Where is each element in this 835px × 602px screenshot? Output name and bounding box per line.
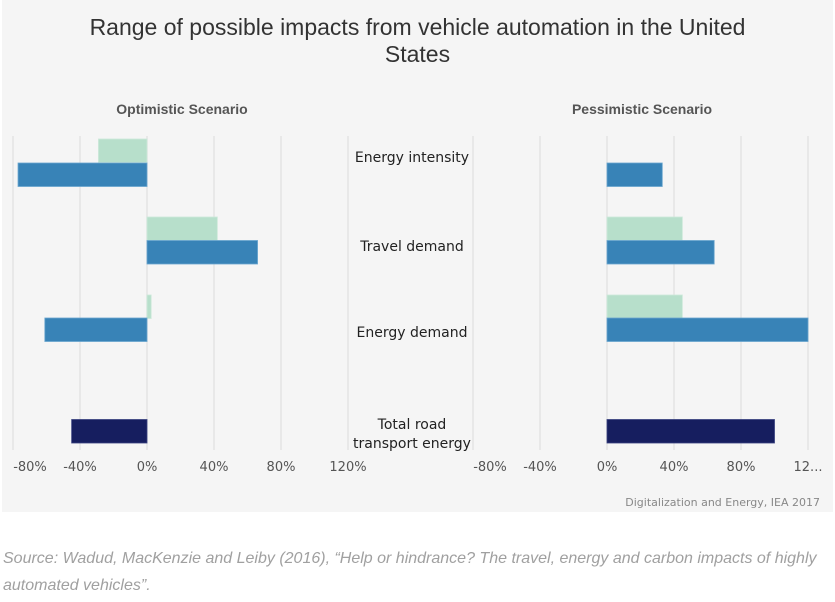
x-tick-label: -80% [13,460,47,475]
chart-credit: Digitalization and Energy, IEA 2017 [625,496,820,509]
chart-title: Range of possible impacts from vehicle a… [0,14,835,68]
category-label: Energy demand [357,325,468,341]
x-tick-label: 40% [660,460,689,475]
x-tick-label: 12... [794,460,823,475]
bar-light [606,294,683,319]
bar-total [606,419,775,444]
bar-light [146,294,152,319]
chart-title-text: Range of possible impacts from vehicle a… [89,14,746,67]
panel-title-optimistic: Optimistic Scenario [116,101,248,117]
chart-plot: -80% -40% 0% 40% 80% 120% -80% -40% 0% 40% 80% 12..… [12,136,823,475]
bar-light [146,216,218,241]
bar-dark [44,317,148,342]
x-tick-label: 0% [597,460,618,475]
x-tick-label: 80% [267,460,296,475]
x-tick-label: -80% [473,460,507,475]
category-label: Total road [377,417,447,433]
bar-dark [146,240,258,265]
bar-dark [606,317,809,342]
bar-dark [17,162,148,187]
bar-dark [606,162,663,187]
category-label: Travel demand [359,239,464,255]
category-label: Energy intensity [355,150,469,166]
panel-title-pessimistic: Pessimistic Scenario [571,101,713,117]
bar-total [71,419,148,444]
source-caption: Source: Wadud, MacKenzie and Leiby (2016… [3,550,817,594]
x-tick-label: -40% [523,460,557,475]
x-tick-label: 0% [137,460,158,475]
x-tick-label: 120% [329,460,366,475]
x-tick-label: 40% [200,460,229,475]
bar-light [606,216,683,241]
bar-light [98,138,148,163]
x-tick-label: -40% [63,460,97,475]
x-tick-label: 80% [727,460,756,475]
category-label: transport energy [353,436,471,452]
bar-dark [606,240,715,265]
